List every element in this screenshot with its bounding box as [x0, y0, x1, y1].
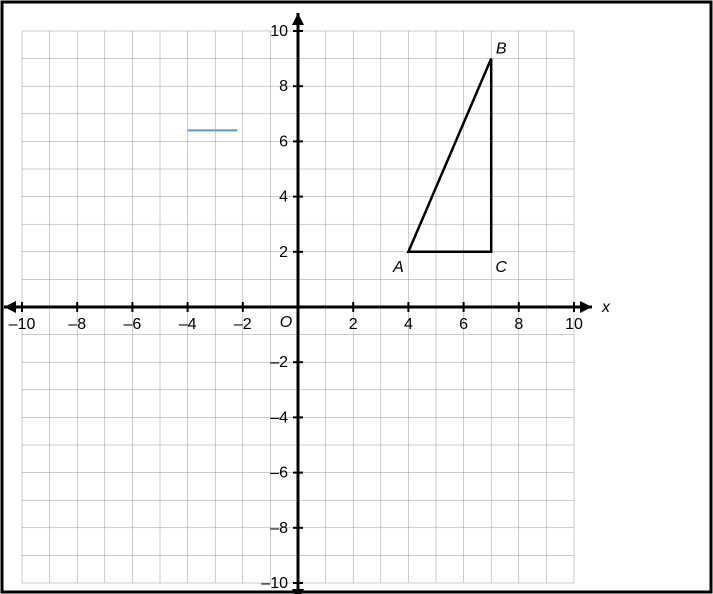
triangle-abc [408, 59, 491, 252]
vertex-label-b: B [496, 41, 507, 58]
x-tick-label: 10 [565, 316, 583, 333]
y-tick-label: –10 [261, 575, 288, 592]
origin-label: O [280, 314, 292, 331]
vertex-label-a: A [392, 259, 404, 276]
y-tick-label: 2 [279, 244, 288, 261]
y-axis-arrow-up [292, 13, 304, 25]
y-tick-label: –8 [270, 520, 288, 537]
chart-container: –10 –8 –6 –4 –2 2 4 6 8 10 –10 –8 –6 –4 –2 2 4 6 8 10 Ox A B C [0, 0, 713, 594]
x-axis-arrow-left [4, 301, 16, 313]
y-tick-label: –6 [270, 465, 288, 482]
x-tick-label: –2 [234, 316, 252, 333]
x-tick-label: –4 [179, 316, 197, 333]
y-tick-label: 6 [279, 133, 288, 150]
x-tick-label: 6 [459, 316, 468, 333]
y-tick-label: 10 [270, 23, 288, 40]
x-tick-label: –10 [9, 316, 36, 333]
x-tick-label: –8 [68, 316, 86, 333]
x-tick-label: –6 [124, 316, 142, 333]
x-axis-arrow-right [580, 301, 592, 313]
chart-border [2, 2, 711, 592]
x-axis-label: x [601, 299, 611, 316]
vertex-label-c: C [495, 259, 507, 276]
coordinate-chart: –10 –8 –6 –4 –2 2 4 6 8 10 –10 –8 –6 –4 –2 2 4 6 8 10 Ox A B C [0, 0, 713, 594]
y-tick-label: –2 [270, 354, 288, 371]
x-tick-label: 8 [514, 316, 523, 333]
x-tick-label: 4 [404, 316, 413, 333]
y-tick-label: 4 [279, 189, 288, 206]
y-tick-label: 8 [279, 78, 288, 95]
x-tick-label: 2 [349, 316, 358, 333]
y-tick-label: –4 [270, 409, 288, 426]
